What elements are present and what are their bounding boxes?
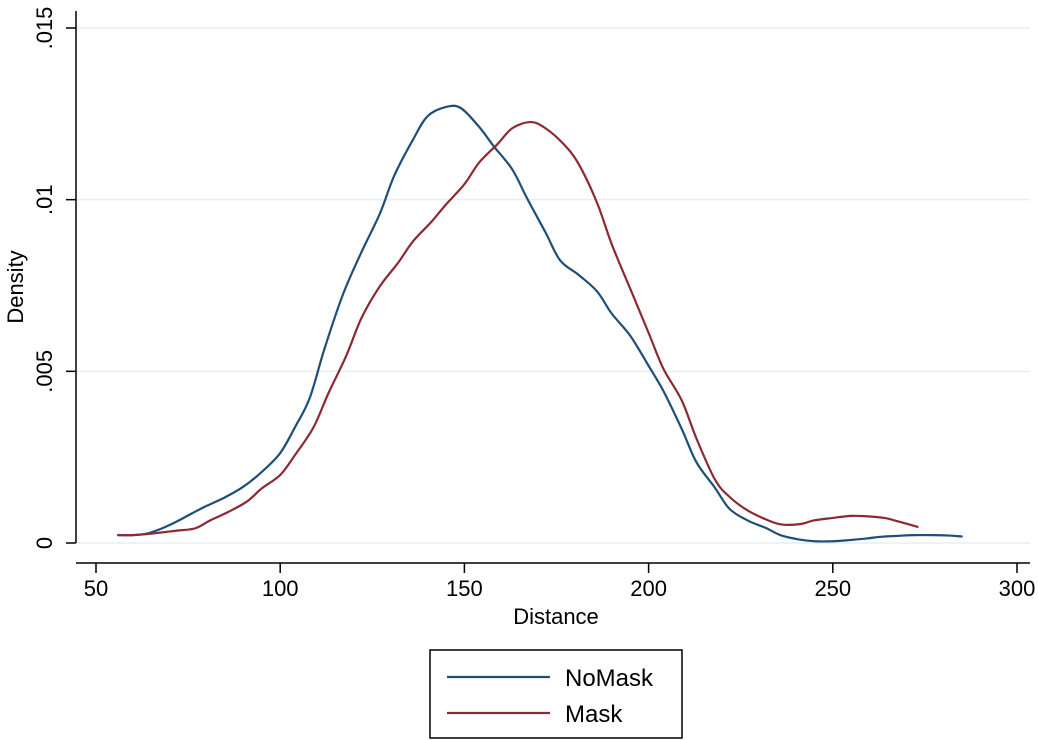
x-tick-label-1: 100 (262, 576, 299, 601)
y-tick-label-0: 0 (32, 537, 57, 549)
series-line-mask (117, 120, 919, 537)
y-axis-title: Density (3, 250, 28, 323)
legend: NoMask Mask (429, 649, 683, 739)
series-line-nomask (117, 104, 963, 543)
gridlines (77, 27, 1030, 544)
y-tick-label-1: .005 (32, 350, 57, 393)
y-tick-label-2: .01 (32, 184, 57, 215)
axes (75, 11, 1030, 564)
legend-label-nomask: NoMask (565, 665, 654, 692)
legend-box (429, 649, 683, 739)
y-tick-label-3: .015 (32, 7, 57, 50)
tick-marks: 0 .005 .01 .015 50 100 150 200 250 300 (32, 7, 1035, 601)
legend-label-mask: Mask (565, 701, 623, 728)
x-tick-label-0: 50 (84, 576, 108, 601)
x-tick-label-4: 250 (814, 576, 851, 601)
x-tick-label-2: 150 (446, 576, 483, 601)
x-tick-label-3: 200 (630, 576, 667, 601)
x-axis-title: Distance (513, 604, 599, 629)
x-tick-label-5: 300 (999, 576, 1036, 601)
plot-area (117, 104, 963, 543)
